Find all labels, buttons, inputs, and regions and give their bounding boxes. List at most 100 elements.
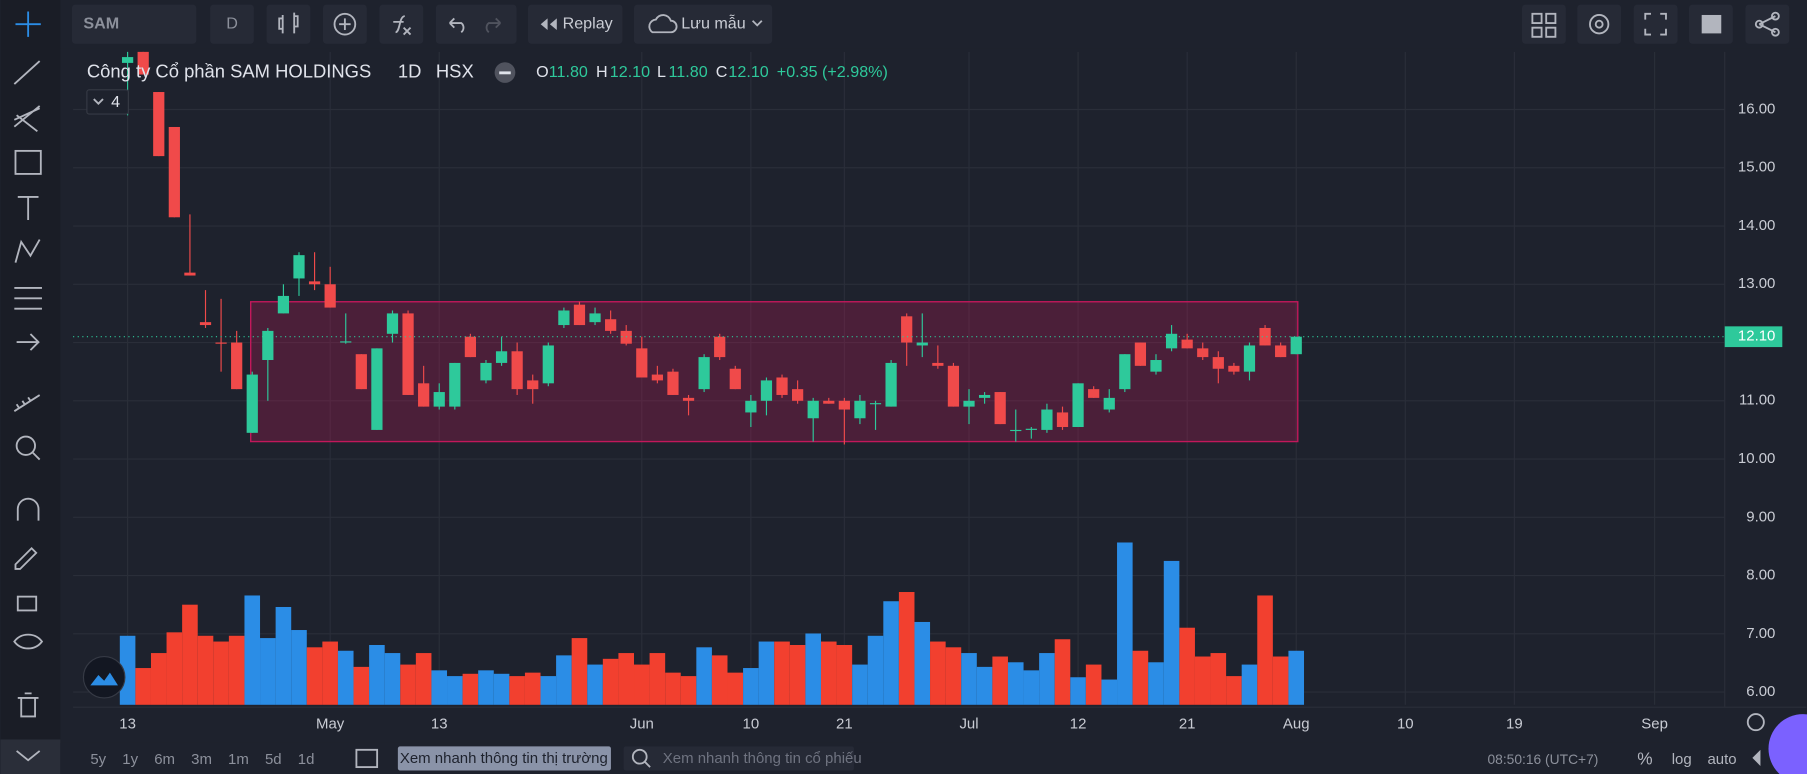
replay-icon xyxy=(540,18,557,30)
candle-body xyxy=(1228,365,1240,372)
candle-body xyxy=(277,295,290,314)
ohlc-key: C xyxy=(716,63,728,81)
range-button[interactable]: 1d xyxy=(298,751,315,768)
volume-bar xyxy=(774,641,790,705)
axis-settings[interactable] xyxy=(1746,713,1765,732)
zoom-tool[interactable] xyxy=(15,435,36,456)
candle-body xyxy=(184,272,196,276)
fullscreen-button[interactable] xyxy=(1633,4,1678,44)
volume-bar xyxy=(930,641,946,705)
volume-bar xyxy=(602,658,619,705)
legend-toggle-bar xyxy=(499,71,511,75)
crosshair-tool[interactable] xyxy=(15,11,41,37)
market-button-label[interactable]: Xem nhanh thông tin thị trường xyxy=(400,750,608,767)
chart-type-button[interactable] xyxy=(266,4,311,44)
scroll-left[interactable] xyxy=(1752,749,1761,766)
candle-body xyxy=(449,362,461,407)
range-button[interactable]: 5d xyxy=(265,751,282,768)
volume-bar xyxy=(260,638,276,705)
indicator-toggle[interactable] xyxy=(86,89,129,115)
candle-body xyxy=(402,313,414,395)
replay-label[interactable]: Replay xyxy=(563,14,614,32)
symbol-box[interactable] xyxy=(71,4,197,44)
last-price-tag xyxy=(1724,326,1783,348)
undo-redo[interactable] xyxy=(435,4,517,44)
volume-bar xyxy=(1132,650,1149,705)
formula-button[interactable] xyxy=(379,4,424,44)
pattern-tool[interactable] xyxy=(14,239,41,263)
prediction-tool[interactable] xyxy=(14,287,42,310)
collapse-button[interactable] xyxy=(0,739,61,774)
range-button[interactable]: 1m xyxy=(228,751,249,768)
candle-body xyxy=(714,336,726,358)
candle-body xyxy=(698,357,710,390)
magnet-tool[interactable] xyxy=(16,497,40,521)
y-tick-label: 9.00 xyxy=(1746,508,1775,525)
candle-body xyxy=(932,362,944,366)
save-label[interactable]: Lưu mẫu xyxy=(681,13,746,32)
pencil-tool[interactable] xyxy=(14,546,38,570)
text-tool[interactable] xyxy=(17,196,39,220)
symbol[interactable]: SAM xyxy=(83,14,119,32)
market-button[interactable] xyxy=(397,746,611,771)
auto-toggle[interactable]: auto xyxy=(1707,751,1736,768)
candle-body xyxy=(1243,345,1256,372)
replay-button[interactable] xyxy=(528,4,623,44)
eye-tool[interactable] xyxy=(13,633,44,650)
settings-button[interactable] xyxy=(1577,4,1622,44)
volume-bar xyxy=(291,630,307,705)
share-dot xyxy=(1754,19,1764,29)
candle-body xyxy=(480,362,492,381)
share-button[interactable] xyxy=(1745,4,1790,44)
trash-tool[interactable] xyxy=(17,692,39,718)
candle-body xyxy=(947,365,960,407)
candle-body xyxy=(137,51,149,75)
volume-bar xyxy=(197,635,214,705)
fullscreen-icon xyxy=(1644,12,1667,36)
x-tick-label: 13 xyxy=(119,715,136,732)
volume-bar xyxy=(540,676,557,705)
candle-body xyxy=(1259,327,1271,346)
y-tick-label: 11.00 xyxy=(1739,392,1775,409)
volume-bar xyxy=(1210,653,1227,705)
candle-body xyxy=(355,354,367,390)
range-button[interactable]: 1y xyxy=(122,751,138,768)
shape-tool[interactable] xyxy=(14,149,42,175)
arrow-tool[interactable] xyxy=(16,333,40,351)
stock-search[interactable] xyxy=(623,746,854,771)
candle-body xyxy=(386,313,399,334)
volume-bar xyxy=(431,670,448,705)
candle-body xyxy=(807,400,819,419)
candle-body xyxy=(792,389,804,401)
volume-bar xyxy=(1241,664,1258,705)
fib-tool[interactable] xyxy=(13,105,41,133)
legend-interval: 1D xyxy=(398,60,422,81)
volume-bar xyxy=(1226,676,1242,705)
layout-button[interactable] xyxy=(1522,4,1566,44)
volume-bar xyxy=(182,604,198,705)
volume-bar xyxy=(1194,656,1211,705)
percent-toggle[interactable]: % xyxy=(1637,749,1652,769)
lock-tool[interactable] xyxy=(16,595,38,612)
save-button[interactable] xyxy=(633,4,773,44)
date-range-icon[interactable] xyxy=(355,748,379,769)
x-tick-label: Aug xyxy=(1283,715,1310,732)
indicator-toggle-icon xyxy=(93,98,104,105)
candle-body xyxy=(963,400,975,407)
trendline-tool[interactable] xyxy=(13,60,41,85)
volume-bar xyxy=(509,676,525,705)
zoom-tool-handle[interactable] xyxy=(32,452,41,461)
interval[interactable]: D xyxy=(226,14,238,32)
stock-search-placeholder[interactable]: Xem nhanh thông tin cổ phiếu xyxy=(663,750,862,767)
range-button[interactable]: 6m xyxy=(154,751,175,768)
snapshot-icon xyxy=(1701,14,1722,34)
interval-box[interactable] xyxy=(210,4,254,44)
bottom-bar xyxy=(60,742,1807,774)
chat-bubble[interactable] xyxy=(1768,714,1807,774)
range-button[interactable]: 5y xyxy=(90,751,106,768)
volume-bar xyxy=(696,647,712,705)
axes: 6.007.008.009.0010.0011.0012.0013.0014.0… xyxy=(73,51,1807,732)
range-button[interactable]: 3m xyxy=(191,751,212,768)
ruler-tool[interactable] xyxy=(13,394,41,412)
log-toggle[interactable]: log xyxy=(1672,751,1692,768)
